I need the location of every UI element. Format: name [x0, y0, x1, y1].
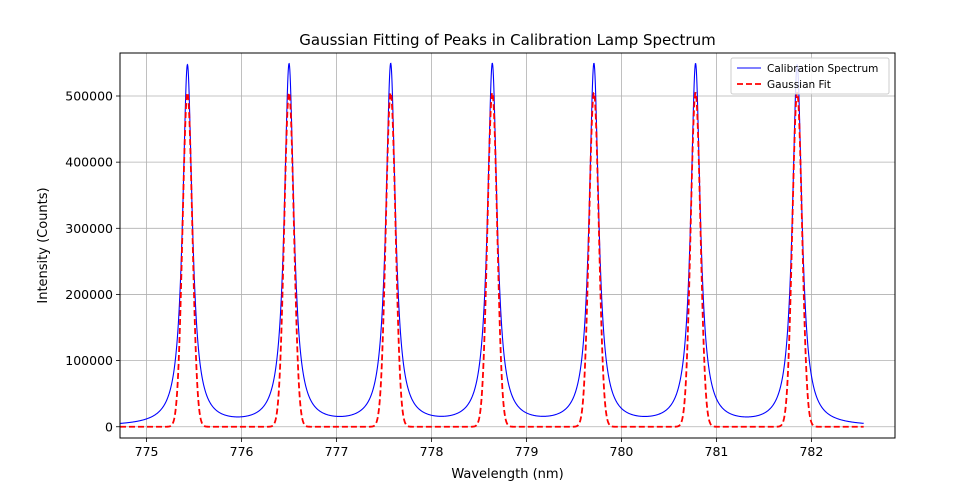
- y-tick-label: 300000: [65, 221, 113, 236]
- legend-box: [730, 57, 890, 95]
- x-tick-label: 776: [230, 444, 254, 459]
- x-tick-label: 775: [135, 444, 159, 459]
- series-layer: [120, 62, 864, 428]
- y-tick-label: 400000: [65, 155, 113, 170]
- y-tick-label: 0: [105, 419, 113, 434]
- x-axis-label: Wavelength (nm): [451, 467, 563, 482]
- legend-label-calibration-spectrum: Calibration Spectrum: [767, 63, 878, 75]
- chart-title: Gaussian Fitting of Peaks in Calibration…: [299, 31, 715, 49]
- y-tick-label: 200000: [65, 287, 113, 302]
- x-tick-label: 778: [420, 444, 444, 459]
- axis-ticks: 775 776 777 778 779 780 781 782 0 100000 200000 300…: [65, 88, 823, 459]
- x-tick-label: 780: [610, 444, 634, 459]
- series-line-calibration-spectrum: [120, 62, 864, 424]
- x-tick-label: 781: [705, 444, 729, 459]
- series-line-gaussian-fit: [120, 91, 864, 428]
- x-tick-label: 782: [799, 444, 823, 459]
- x-tick-label: 777: [325, 444, 349, 459]
- legend: Calibration Spectrum Gaussian Fit: [730, 57, 890, 95]
- legend-label-gaussian-fit: Gaussian Fit: [767, 79, 831, 91]
- y-axis-label: Intensity (Counts): [36, 187, 51, 303]
- grid-lines: [120, 53, 895, 438]
- y-tick-label: 500000: [65, 88, 113, 103]
- y-tick-label: 100000: [65, 353, 113, 368]
- x-tick-label: 779: [515, 444, 539, 459]
- plot-area-frame: [119, 52, 896, 439]
